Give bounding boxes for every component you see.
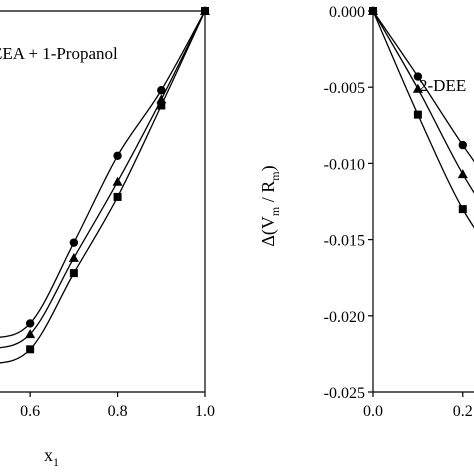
right-y-axis-title: Δ(Vm / Rm) [258, 165, 282, 246]
right-x-tick-label-1: 0.2 [453, 403, 473, 420]
left-x-tick-label-3: 1.0 [195, 403, 215, 420]
left-chart-panel: EEA + 1-Propanol 0.40.60.81.0x1 [0, 6, 215, 469]
left-series-triangle-point-3 [25, 329, 36, 339]
left-series-circle-point-6 [157, 86, 166, 95]
left-series-square-point-6 [157, 101, 166, 110]
left-series-square-point-5 [113, 192, 122, 201]
right-chart-panel: 2-DEE 0.000 -0.005 -0.010 -0.015 -0.020 -0.02… [258, 4, 474, 420]
right-y-tick-label-1: -0.005 [324, 80, 365, 97]
right-y-tick-label-4: -0.020 [324, 309, 365, 326]
left-series-circle-point-5 [113, 151, 122, 160]
right-annotation: 2-DEE [419, 76, 466, 95]
left-series-square-line [0, 10, 206, 364]
right-series-circle-line [372, 10, 474, 163]
left-series-circle-point-4 [69, 238, 79, 247]
left-x-tick-label-2: 0.8 [108, 403, 128, 420]
left-series-triangle-point-5 [112, 176, 123, 186]
left-series-square-point-7 [201, 7, 209, 15]
right-series-triangle-point-1 [412, 83, 423, 93]
left-x-axis-title: x1 [44, 445, 59, 469]
left-series-square-point-4 [69, 269, 78, 278]
right-series-triangle-point-2 [457, 169, 468, 179]
right-y-tick-label-2: -0.010 [324, 156, 365, 173]
left-series-square-point-3 [26, 345, 35, 354]
right-series-circle-point-2 [458, 140, 467, 150]
right-series-square-point-2 [458, 205, 467, 214]
right-series-square-point-0 [369, 7, 377, 15]
right-series-circle-point-1 [413, 72, 423, 81]
left-annotation: EEA + 1-Propanol [0, 44, 118, 63]
right-x-tick-label-0: 0.0 [363, 403, 383, 420]
left-x-tick-label-1: 0.6 [20, 403, 40, 420]
left-series-circle-point-3 [25, 319, 35, 328]
right-series-square-line [372, 10, 474, 229]
right-y-tick-label-5: -0.025 [324, 385, 365, 402]
right-series-triangle-line [372, 10, 474, 194]
right-y-tick-label-3: -0.015 [324, 233, 365, 250]
right-series-square-point-1 [413, 110, 422, 119]
right-y-tick-label-0: 0.000 [329, 4, 365, 21]
left-series-triangle-point-4 [68, 252, 79, 262]
